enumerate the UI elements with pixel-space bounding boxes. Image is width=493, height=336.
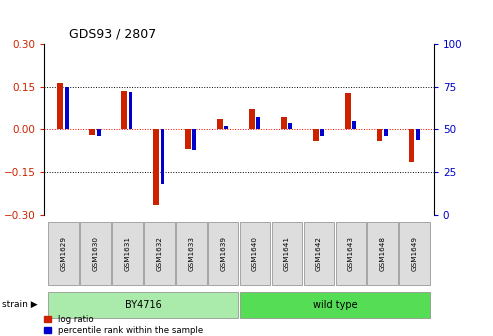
Bar <box>256 117 260 129</box>
Bar <box>288 123 292 129</box>
Text: BY4716: BY4716 <box>125 300 162 310</box>
Text: wild type: wild type <box>313 300 357 310</box>
Text: GSM1632: GSM1632 <box>156 236 162 271</box>
Bar <box>352 121 356 129</box>
Bar <box>217 119 223 129</box>
Bar <box>161 129 164 184</box>
Bar <box>112 222 142 286</box>
Bar <box>249 110 255 129</box>
Bar <box>58 83 63 129</box>
Text: GSM1648: GSM1648 <box>380 236 386 271</box>
Bar <box>48 292 239 318</box>
Text: GSM1629: GSM1629 <box>61 236 67 271</box>
Bar <box>121 91 127 129</box>
Bar <box>89 129 95 134</box>
Bar <box>208 222 239 286</box>
Text: GSM1640: GSM1640 <box>252 236 258 271</box>
Bar <box>272 222 302 286</box>
Bar <box>240 222 270 286</box>
Bar <box>416 129 420 140</box>
Bar <box>224 126 228 129</box>
Text: GSM1649: GSM1649 <box>412 236 418 271</box>
Text: GSM1639: GSM1639 <box>220 236 226 271</box>
Bar <box>336 222 366 286</box>
Bar <box>399 222 430 286</box>
Legend: log ratio, percentile rank within the sample: log ratio, percentile rank within the sa… <box>44 315 203 335</box>
Bar <box>281 117 286 129</box>
Bar <box>384 129 388 136</box>
Text: GSM1643: GSM1643 <box>348 236 354 271</box>
Bar <box>176 222 207 286</box>
Text: GSM1641: GSM1641 <box>284 236 290 271</box>
Bar <box>192 129 196 150</box>
Bar <box>320 129 324 136</box>
Bar <box>409 129 414 162</box>
Bar <box>80 222 111 286</box>
Text: GSM1633: GSM1633 <box>188 236 194 271</box>
Bar <box>377 129 383 141</box>
Text: GSM1630: GSM1630 <box>93 236 99 271</box>
Text: GSM1631: GSM1631 <box>124 236 130 271</box>
Bar <box>48 222 79 286</box>
Text: GDS93 / 2807: GDS93 / 2807 <box>69 27 156 40</box>
Bar <box>185 129 191 150</box>
Bar <box>144 222 175 286</box>
Text: strain ▶: strain ▶ <box>2 300 38 308</box>
Bar <box>153 129 159 205</box>
Bar <box>129 92 133 129</box>
Bar <box>240 292 430 318</box>
Bar <box>304 222 334 286</box>
Bar <box>313 129 318 141</box>
Text: GSM1642: GSM1642 <box>316 236 322 271</box>
Bar <box>367 222 398 286</box>
Bar <box>345 93 351 129</box>
Bar <box>65 87 69 129</box>
Bar <box>97 129 101 136</box>
